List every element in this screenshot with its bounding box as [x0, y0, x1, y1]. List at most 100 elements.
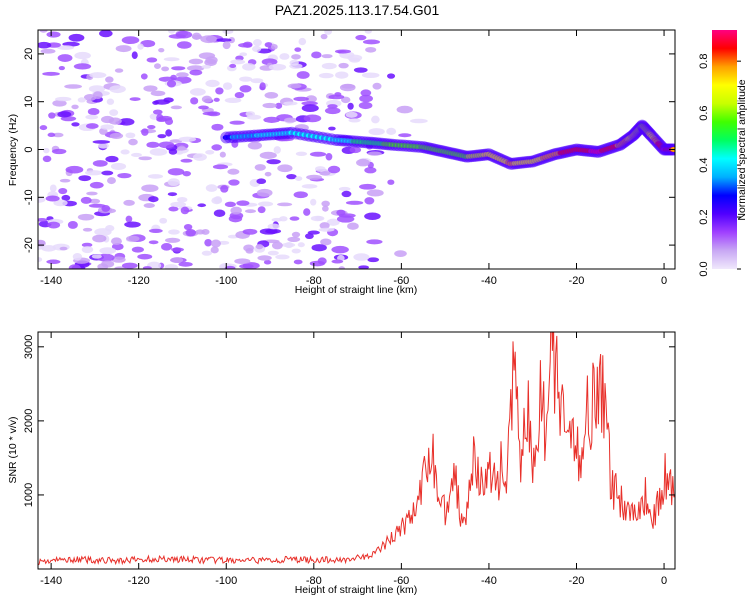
spectrogram-noise-cell	[364, 197, 375, 205]
snr-x-tick-label: -40	[481, 575, 497, 587]
spectrogram-noise-cell	[255, 243, 264, 250]
spectrogram-noise-cell	[334, 92, 342, 97]
spectrogram-noise-cell	[366, 189, 384, 197]
spectrogram-noise-cell	[168, 206, 179, 212]
spectrogram-noise-cell	[201, 95, 213, 103]
spectrogram-noise-cell	[211, 144, 222, 151]
spectrogram-noise-cell	[267, 250, 279, 256]
snr-x-tick-label: -80	[306, 575, 322, 587]
snr-y-axis-label: SNR (10 * v/v)	[7, 416, 19, 483]
spectrogram-noise-cell	[228, 36, 235, 44]
spectrogram-noise-cell	[92, 140, 111, 144]
spectrogram-noise-cell	[39, 30, 48, 33]
spectrogram-noise-cell	[305, 233, 314, 240]
snr-x-tick-label: 0	[661, 575, 667, 587]
spectrogram-noise-cell	[275, 102, 283, 109]
spectrogram-noise-cell	[59, 246, 68, 251]
spectrogram-noise-cell	[283, 117, 298, 123]
spectrogram-noise-cell	[86, 191, 98, 196]
spectrogram-noise-cell	[38, 196, 46, 203]
spectrogram-noise-cell	[239, 263, 254, 269]
spectrogram-noise-cell	[256, 178, 267, 185]
spectrogram-noise-cell	[234, 91, 245, 99]
snr-x-tick-label: -60	[393, 575, 409, 587]
spectrogram-noise-cell	[121, 36, 140, 45]
spectrogram-noise-cell	[38, 218, 48, 222]
spectrogram-noise-cell	[372, 82, 382, 90]
spectrogram-noise-cell	[331, 245, 349, 254]
spectrogram-noise-cell	[268, 63, 287, 71]
spectrogram-noise-cell	[264, 91, 279, 99]
spectrogram-noise-cell	[125, 132, 136, 139]
spectrogram-noise-cell	[298, 37, 307, 46]
spectrogram-noise-cell	[279, 216, 288, 222]
spectrogram-noise-cell	[386, 127, 397, 135]
spectrogram-noise-cell	[110, 237, 122, 246]
spectrogram-noise-cell	[65, 165, 84, 174]
spectrogram-noise-cell	[303, 114, 322, 123]
spectrogram-noise-cell	[84, 170, 103, 176]
spectrogram-noise-cell	[167, 178, 180, 187]
spectrogram-noise-cell	[92, 160, 108, 167]
spectrogram-noise-cell	[81, 246, 94, 254]
spectrogram-noise-cell	[92, 234, 107, 243]
spectrogram-noise-cell	[142, 266, 152, 269]
spectrogram-noise-cell	[131, 246, 144, 253]
spectrogram-noise-cell	[359, 183, 377, 190]
spectrogram-noise-cell	[97, 263, 109, 269]
spectrogram-noise-cell	[91, 254, 102, 259]
spectrogram-noise-cell	[163, 57, 180, 62]
spectrogram-noise-cell	[244, 209, 257, 214]
spectrogram-noise-cell	[301, 104, 319, 113]
spectrogram-noise-cell	[42, 71, 60, 76]
spectrogram-noise-cell	[110, 162, 127, 171]
spectrogram-noise-cell	[157, 134, 167, 139]
spectrogram-noise-cell	[158, 47, 165, 53]
spectrogram-noise-cell	[161, 242, 173, 251]
spectrogram-noise-cell	[275, 254, 290, 260]
spectrogram-noise-cell	[168, 229, 180, 235]
spectrogram-noise-cell	[228, 215, 243, 223]
spectrogram-y-tick-label: 10	[23, 96, 35, 108]
spectrogram-noise-cell	[261, 58, 278, 66]
spectrogram-noise-cell	[166, 79, 177, 88]
spectrogram-noise-cell	[118, 118, 135, 126]
spectrogram-noise-cell	[153, 99, 171, 105]
spectrogram-noise-cell	[224, 201, 236, 207]
spectrogram-noise-cell	[320, 238, 332, 246]
snr-x-ticks: -140 -120 -100 -80 -60 -40 -20 0	[40, 332, 667, 587]
spectrogram-noise-cell	[158, 141, 175, 149]
spectrogram-noise-cell	[320, 33, 328, 40]
spectrogram-noise-cell	[204, 238, 213, 247]
spectrogram-noise-cell	[361, 72, 380, 79]
spectrogram-noise-cell	[87, 108, 100, 116]
spectrogram-noise-cell	[58, 66, 65, 71]
spectrogram-noise-cell	[147, 125, 156, 130]
spectrogram-noise-cell	[149, 148, 168, 156]
spectrogram-noise-cell	[331, 259, 344, 264]
spectrogram-noise-cell	[303, 208, 311, 216]
spectrogram-noise-cell	[64, 84, 82, 89]
spectrogram-noise-cell	[258, 201, 274, 207]
spectrogram-noise-cell	[348, 118, 361, 123]
snr-x-axis-label: Height of straight line (km)	[295, 584, 418, 596]
spectrogram-noise-cell	[52, 99, 67, 107]
spectrogram-noise-cell	[325, 153, 333, 161]
spectrogram-noise-cell	[100, 115, 115, 124]
spectrogram-noise-cell	[125, 215, 133, 223]
spectrogram-noise-cell	[349, 146, 362, 154]
spectrogram-noise-cell	[334, 49, 351, 54]
colorbar-gradient	[712, 30, 737, 269]
spectrogram-noise-cell	[105, 155, 119, 163]
spectrogram-noise-cell	[311, 244, 327, 252]
spectrogram-noise-cell	[85, 114, 99, 120]
spectrogram-noise-cell	[263, 259, 272, 265]
spectrogram-noise-cell	[211, 123, 224, 131]
spectrogram-x-tick-label: -100	[215, 275, 237, 287]
snr-frame	[37, 331, 676, 570]
spectrogram-noise-cell	[315, 215, 323, 221]
spectrogram-noise-cell	[310, 198, 317, 206]
spectrogram-noise-cell	[338, 266, 346, 269]
spectrogram-x-tick-label: -120	[128, 275, 150, 287]
spectrogram-noise-cell	[387, 179, 395, 185]
